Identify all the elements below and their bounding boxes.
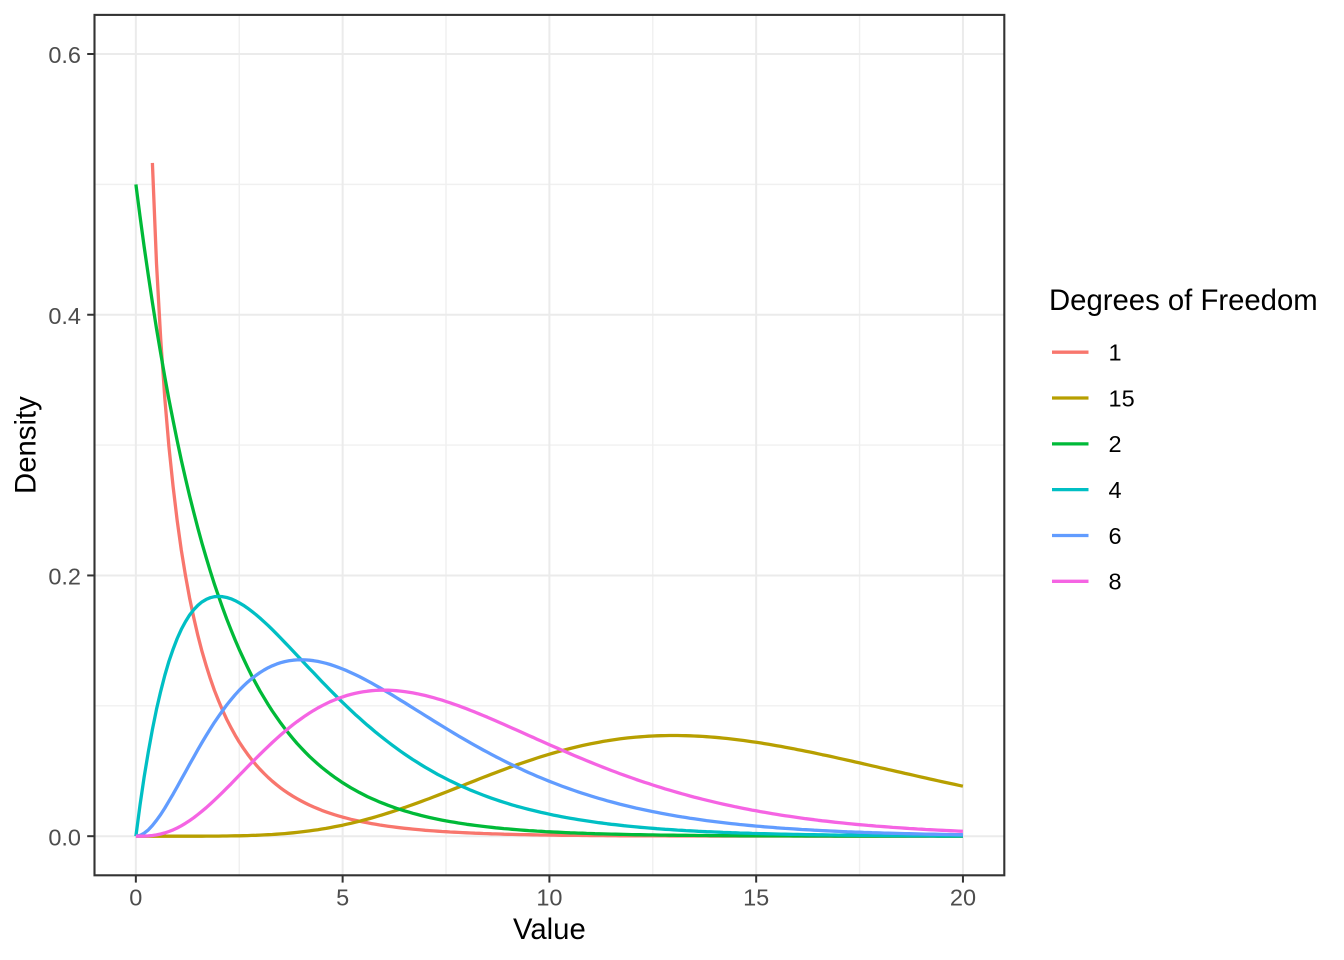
svg-text:8: 8 [1109,569,1122,595]
svg-text:0.4: 0.4 [48,303,81,329]
svg-text:Value: Value [513,913,586,946]
svg-text:5: 5 [336,885,349,911]
svg-text:15: 15 [1109,385,1135,411]
svg-text:2: 2 [1109,431,1122,457]
svg-text:0: 0 [129,885,142,911]
svg-text:10: 10 [536,885,562,911]
svg-text:0.0: 0.0 [48,824,81,850]
svg-text:20: 20 [950,885,976,911]
svg-text:1: 1 [1109,340,1122,366]
svg-text:6: 6 [1109,523,1122,549]
svg-text:0.6: 0.6 [48,42,81,68]
svg-text:Degrees of Freedom: Degrees of Freedom [1049,284,1318,317]
svg-text:Density: Density [10,396,43,494]
svg-text:0.2: 0.2 [48,564,81,590]
svg-text:4: 4 [1109,477,1122,503]
svg-text:15: 15 [743,885,769,911]
